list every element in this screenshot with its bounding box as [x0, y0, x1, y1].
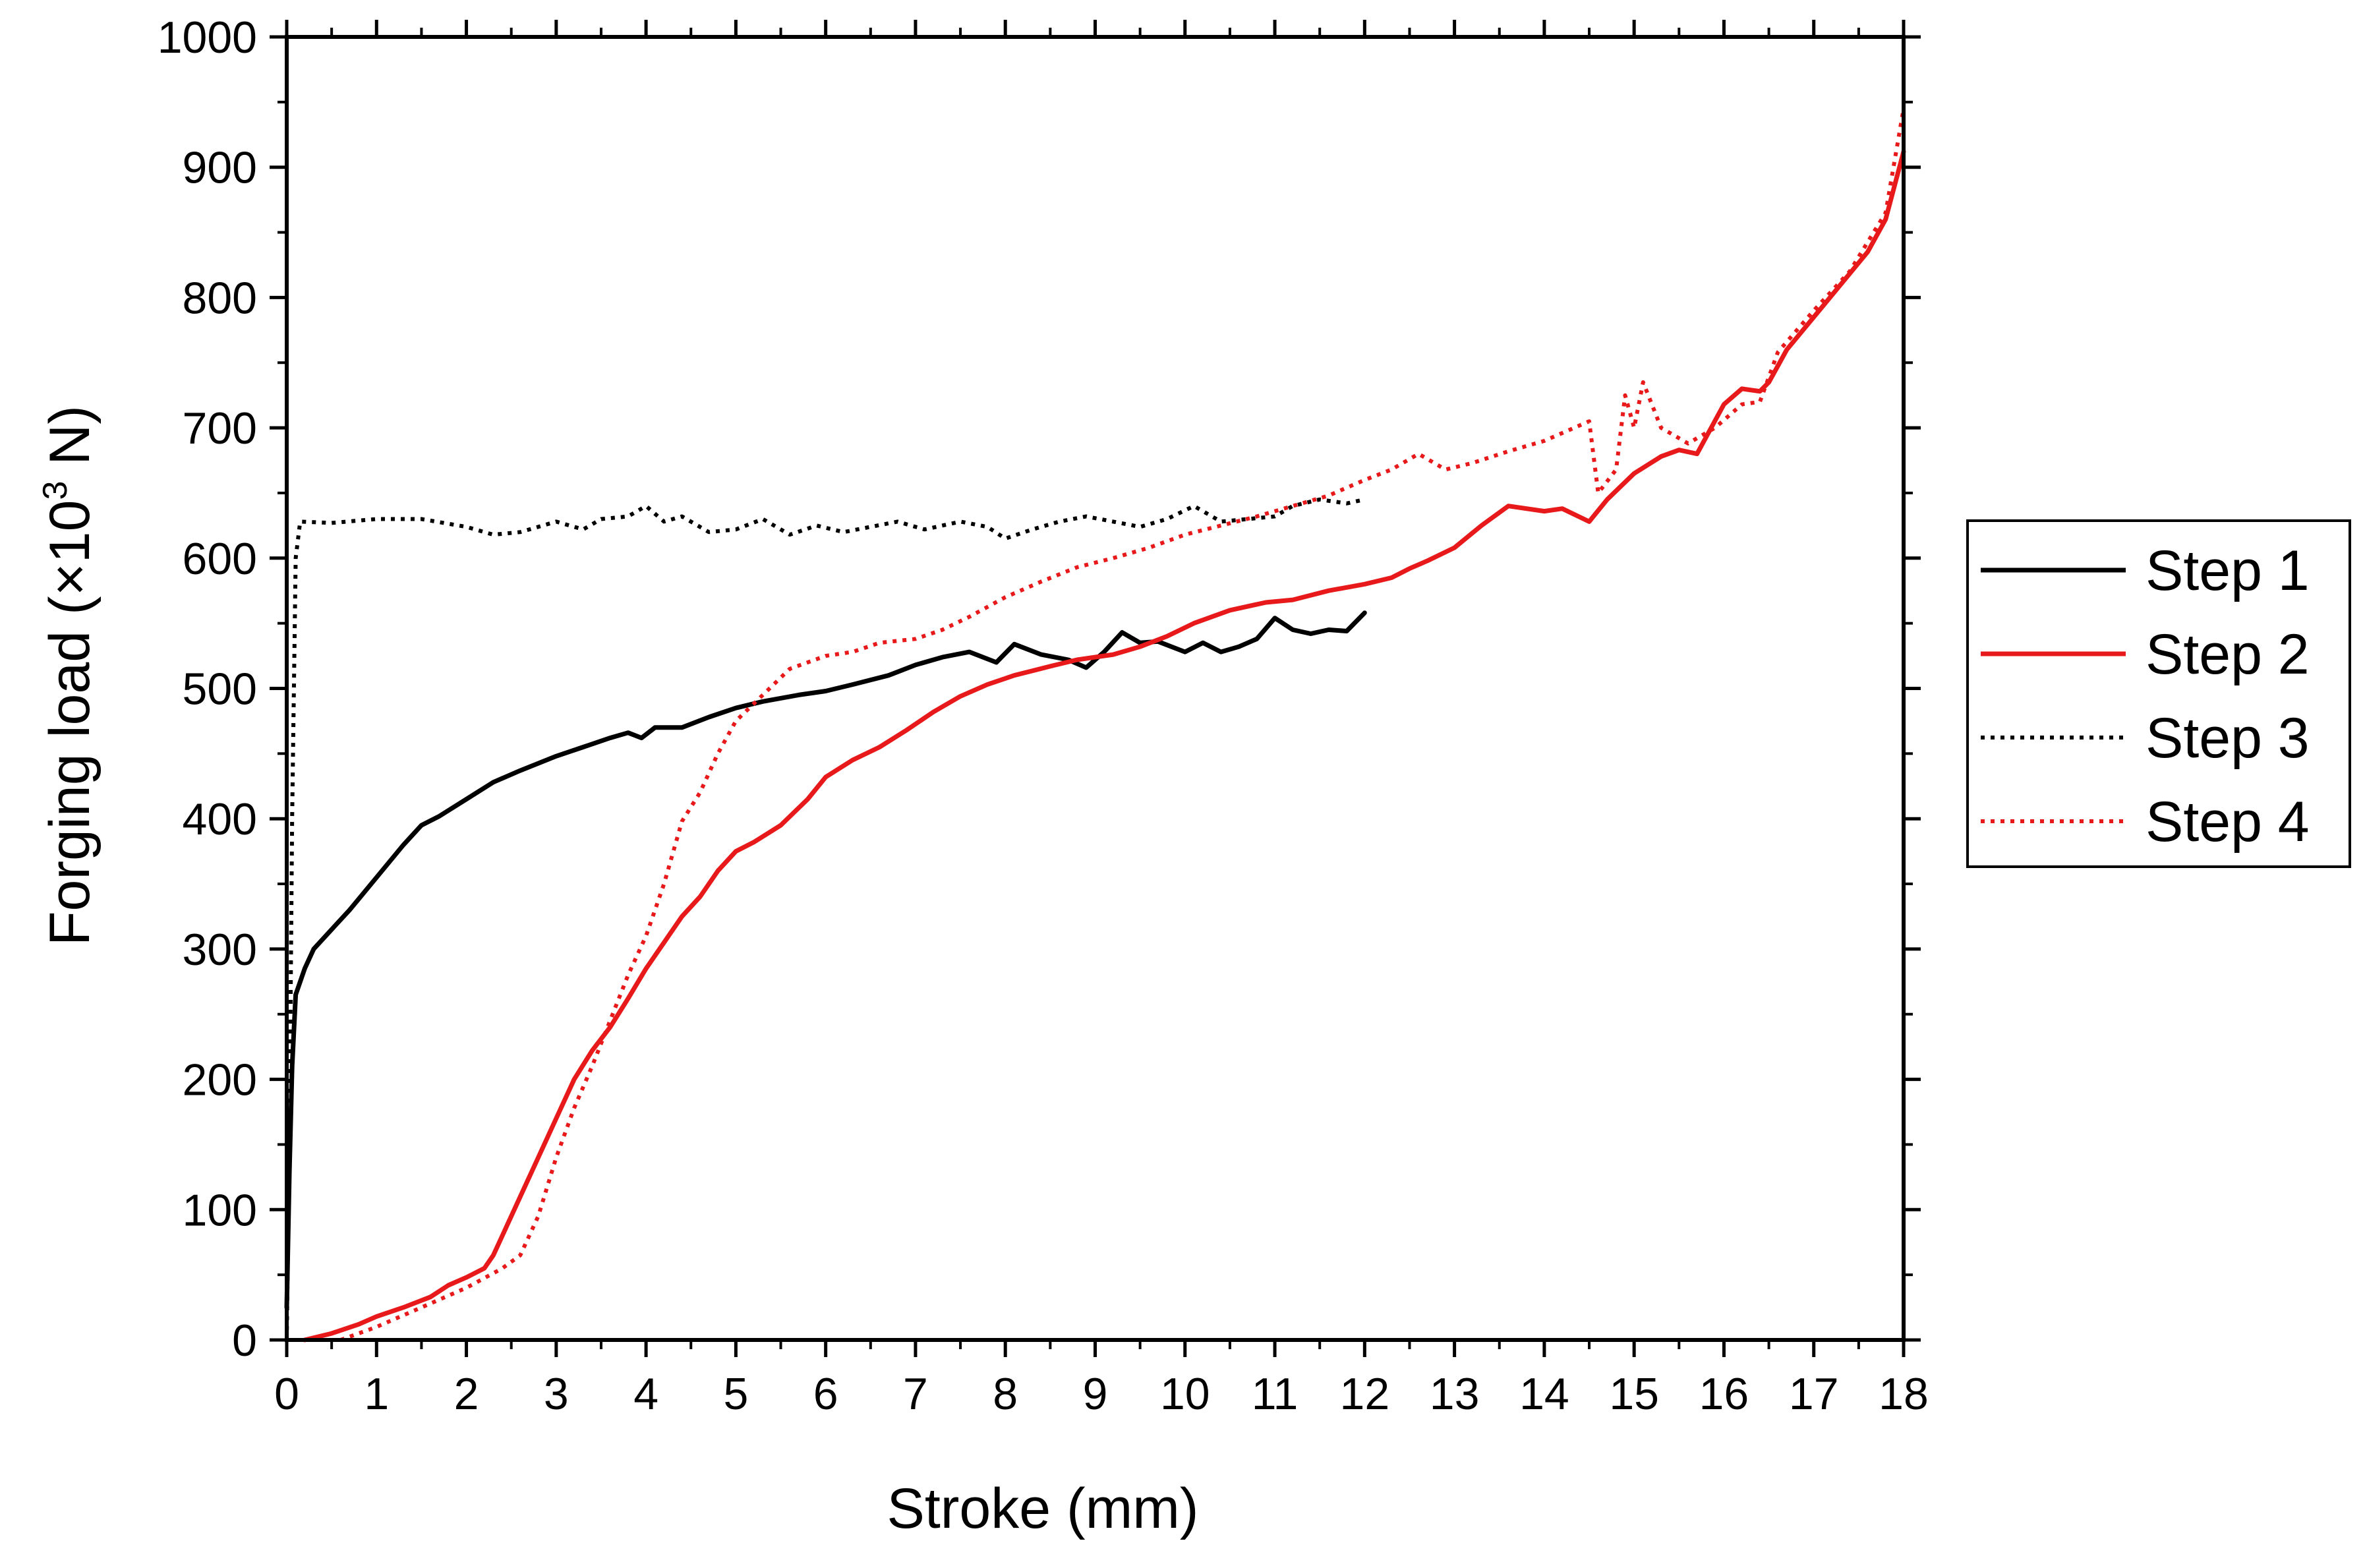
- plot-series: [284, 108, 1906, 1343]
- x-tick-label: 1: [364, 1369, 389, 1419]
- series-line-step-1: [284, 610, 1367, 1310]
- series-line-step-2: [302, 149, 1906, 1343]
- y-tick-label: 800: [183, 273, 257, 323]
- y-tick-label: 500: [183, 664, 257, 714]
- x-tick-label: 18: [1879, 1369, 1929, 1419]
- legend-label-step-2: Step 2: [2146, 623, 2310, 686]
- legend-label-step-1: Step 1: [2146, 539, 2310, 602]
- x-tick-label: 15: [1609, 1369, 1659, 1419]
- y-axis-title-superscript: 3: [36, 481, 74, 500]
- x-tick-label: 10: [1160, 1369, 1210, 1419]
- x-tick-label: 7: [903, 1369, 928, 1419]
- y-tick-label: 200: [183, 1055, 257, 1105]
- x-tick-label: 6: [813, 1369, 838, 1419]
- legend-label-step-3: Step 3: [2146, 707, 2310, 770]
- x-tick-label: 4: [633, 1369, 658, 1419]
- legend: Step 1 Step 2 Step 3 Step 4: [1966, 519, 2351, 868]
- x-tick-label: 3: [544, 1369, 569, 1419]
- x-tick-label: 14: [1519, 1369, 1569, 1419]
- x-tick-label: 16: [1699, 1369, 1749, 1419]
- axes: 0 1 2 3 4 5 6 7 8 9 10 11 12 13 14 15 16 17 18010020030040…: [158, 13, 1929, 1419]
- y-tick-label: 600: [183, 534, 257, 584]
- y-tick-label: 100: [183, 1185, 257, 1235]
- y-tick-label: 0: [232, 1316, 257, 1366]
- plot-frame: [285, 35, 1906, 1342]
- legend-box: [1966, 519, 2351, 868]
- x-tick-label: 2: [454, 1369, 479, 1419]
- x-tick-label: 0: [274, 1369, 299, 1419]
- y-tick-label: 1000: [158, 13, 257, 63]
- y-tick-label: 700: [183, 403, 257, 453]
- y-tick-label: 900: [183, 143, 257, 193]
- x-tick-label: 8: [993, 1369, 1018, 1419]
- series-line-step-3: [285, 497, 1365, 1341]
- y-axis-title-main: Forging load (×10: [38, 500, 102, 946]
- x-tick-label: 12: [1340, 1369, 1390, 1419]
- y-tick-label: 300: [183, 925, 257, 975]
- legend-label-step-4: Step 4: [2146, 790, 2310, 854]
- x-tick-label: 9: [1083, 1369, 1108, 1419]
- x-tick-label: 11: [1252, 1369, 1299, 1419]
- x-tick-label: 5: [723, 1369, 748, 1419]
- x-tick-label: 17: [1789, 1369, 1839, 1419]
- x-axis-title: Stroke (mm): [887, 1477, 1199, 1540]
- x-tick-label: 13: [1430, 1369, 1480, 1419]
- series-line-step-4: [339, 108, 1906, 1342]
- y-axis-title-tail: N): [38, 405, 102, 481]
- y-axis-title: Forging load (×103 N): [36, 405, 102, 946]
- y-tick-label: 400: [183, 794, 257, 844]
